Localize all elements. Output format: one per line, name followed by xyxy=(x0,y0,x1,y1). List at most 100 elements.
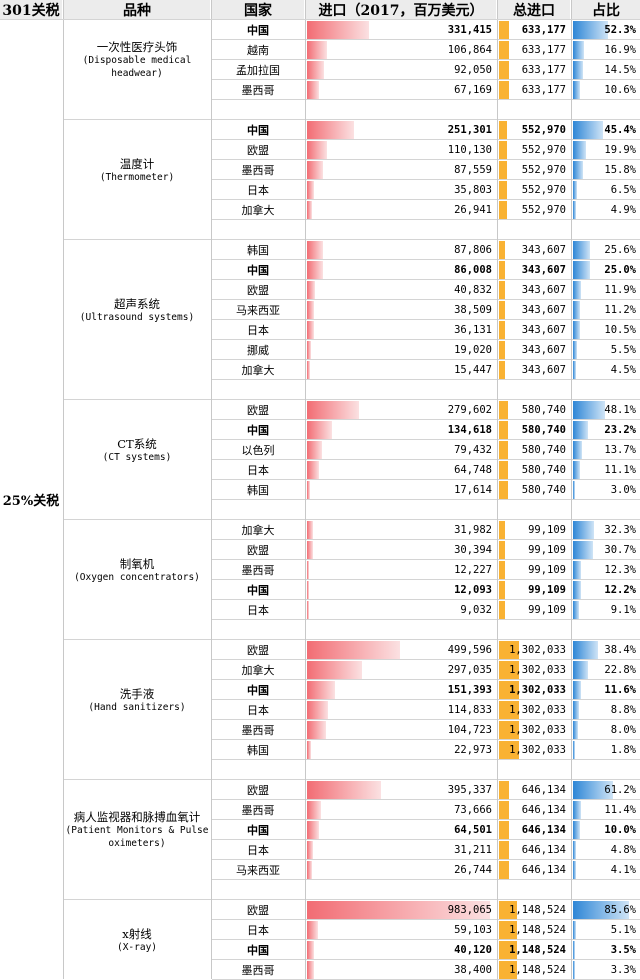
table-row: 中国 151,393 1,302,033 11.6% xyxy=(212,680,640,700)
total-value: 552,970 xyxy=(521,124,566,136)
imports-cell: 22,973 xyxy=(306,740,496,760)
share-cell: 22.8% xyxy=(572,660,640,680)
table-row: 韩国 22,973 1,302,033 1.8% xyxy=(212,740,640,760)
row-divider xyxy=(212,39,640,40)
imports-value: 19,020 xyxy=(454,344,492,356)
imports-bar xyxy=(307,461,320,479)
total-bar xyxy=(499,561,505,579)
share-cell: 11.4% xyxy=(572,800,640,820)
table-row: 马来西亚 26,744 646,134 4.1% xyxy=(212,860,640,880)
total-value: 99,109 xyxy=(528,544,566,556)
imports-cell: 395,337 xyxy=(306,780,496,800)
imports-cell: 151,393 xyxy=(306,680,496,700)
table-row: 墨西哥 67,169 633,177 10.6% xyxy=(212,80,640,100)
share-cell: 45.4% xyxy=(572,120,640,140)
share-bar xyxy=(573,961,576,979)
country-cell: 中国 xyxy=(247,944,269,957)
row-divider xyxy=(212,659,640,660)
country-cell: 加拿大 xyxy=(241,524,275,537)
share-value: 16.9% xyxy=(604,44,636,56)
imports-value: 31,982 xyxy=(454,524,492,536)
row-divider xyxy=(212,419,640,420)
total-value: 343,607 xyxy=(521,304,566,316)
product-name-en: (Oxygen concentrators) xyxy=(74,571,200,583)
product-name-en: (X-ray) xyxy=(116,941,158,953)
table-row: 孟加拉国 92,050 633,177 14.5% xyxy=(212,60,640,80)
imports-bar xyxy=(307,321,314,339)
product-name-en: (Disposable medical headwear) xyxy=(82,55,192,79)
share-bar xyxy=(573,841,577,859)
total-cell: 1,302,033 xyxy=(498,680,570,700)
row-divider xyxy=(212,799,640,800)
imports-bar xyxy=(307,741,312,759)
total-bar xyxy=(499,541,505,559)
imports-cell: 15,447 xyxy=(306,360,496,380)
group-divider xyxy=(64,119,640,120)
imports-cell: 30,394 xyxy=(306,540,496,560)
share-value: 38.4% xyxy=(604,644,636,656)
share-cell: 25.0% xyxy=(572,260,640,280)
group-divider xyxy=(64,519,640,520)
total-value: 1,148,524 xyxy=(509,904,566,916)
imports-value: 134,618 xyxy=(447,424,492,436)
row-divider xyxy=(212,159,640,160)
total-cell: 99,109 xyxy=(498,600,570,620)
imports-bar xyxy=(307,841,313,859)
share-cell: 3.0% xyxy=(572,480,640,500)
header-tariff: 301关税 xyxy=(0,0,62,20)
total-value: 646,134 xyxy=(521,784,566,796)
imports-cell: 67,169 xyxy=(306,80,496,100)
imports-bar xyxy=(307,161,324,179)
country-cell: 挪威 xyxy=(247,344,269,357)
total-cell: 1,302,033 xyxy=(498,660,570,680)
share-bar xyxy=(573,661,589,679)
total-value: 1,302,033 xyxy=(509,744,566,756)
table-row: 挪威 19,020 343,607 5.5% xyxy=(212,340,640,360)
total-cell: 1,148,524 xyxy=(498,920,570,940)
row-divider xyxy=(212,839,640,840)
imports-bar xyxy=(307,681,336,699)
column-divider xyxy=(571,0,572,979)
total-cell: 646,134 xyxy=(498,840,570,860)
total-value: 1,148,524 xyxy=(509,944,566,956)
row-divider xyxy=(212,359,640,360)
group-divider xyxy=(64,239,640,240)
row-divider xyxy=(212,459,640,460)
total-bar xyxy=(499,901,517,919)
table-row: 墨西哥 104,723 1,302,033 8.0% xyxy=(212,720,640,740)
total-value: 552,970 xyxy=(521,164,566,176)
product-cell: 一次性医疗头饰 (Disposable medical headwear) xyxy=(64,20,210,100)
row-divider xyxy=(212,99,640,100)
imports-cell: 64,748 xyxy=(306,460,496,480)
share-cell: 4.5% xyxy=(572,360,640,380)
total-value: 99,109 xyxy=(528,564,566,576)
share-bar xyxy=(573,561,582,579)
group-divider xyxy=(64,399,640,400)
table-row: 韩国 87,806 343,607 25.6% xyxy=(212,240,640,260)
country-cell: 欧盟 xyxy=(247,784,269,797)
country-cell: 欧盟 xyxy=(247,644,269,657)
row-divider xyxy=(212,299,640,300)
share-bar xyxy=(573,261,590,279)
country-cell: 马来西亚 xyxy=(236,304,280,317)
row-divider xyxy=(212,259,640,260)
total-bar xyxy=(499,601,505,619)
table-row: 加拿大 15,447 343,607 4.5% xyxy=(212,360,640,380)
row-divider xyxy=(212,619,640,620)
share-bar xyxy=(573,901,630,919)
row-divider xyxy=(212,919,640,920)
share-bar xyxy=(573,781,614,799)
product-cell: 洗手液 (Hand sanitizers) xyxy=(64,640,210,760)
share-bar xyxy=(573,141,587,159)
imports-cell: 499,596 xyxy=(306,640,496,660)
imports-bar xyxy=(307,181,314,199)
total-value: 1,148,524 xyxy=(509,924,566,936)
table-row: 墨西哥 87,559 552,970 15.8% xyxy=(212,160,640,180)
total-bar xyxy=(499,701,519,719)
imports-bar xyxy=(307,661,363,679)
total-bar xyxy=(499,401,508,419)
header-total: 总进口 xyxy=(498,0,570,20)
imports-cell: 31,982 xyxy=(306,520,496,540)
total-bar xyxy=(499,841,509,859)
table-row: 加拿大 26,941 552,970 4.9% xyxy=(212,200,640,220)
